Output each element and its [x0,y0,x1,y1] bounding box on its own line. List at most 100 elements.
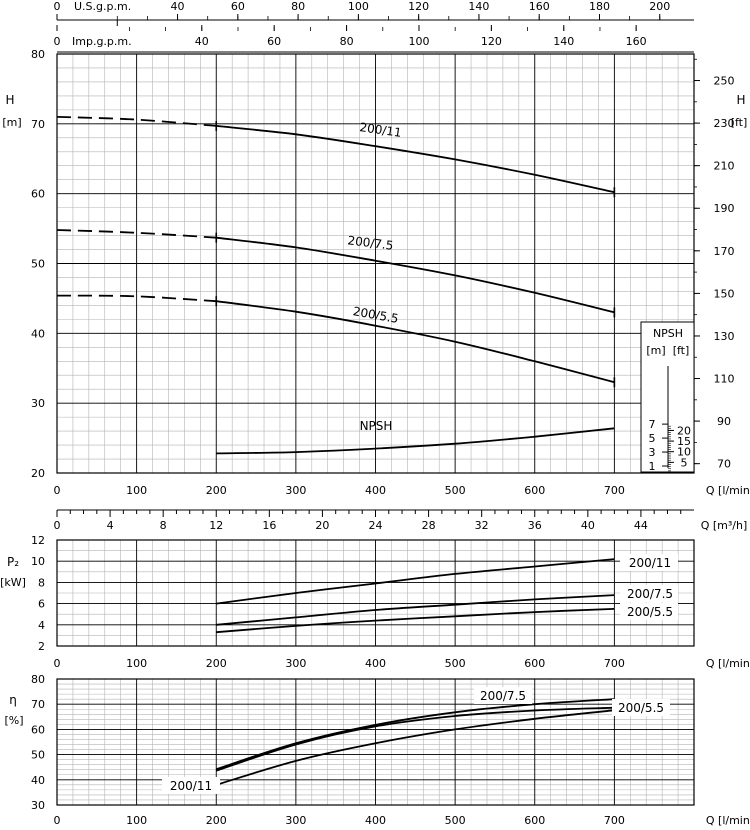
npsh-box-unit-ft: [ft] [673,344,690,357]
head-y2label-h: H [736,93,745,107]
flow-m3h-axis: 0 4 8 12 16 20 24 28 32 36 40 44 Q [m³/h] [54,509,748,532]
m3h-tick-label: 44 [634,519,648,532]
eff-label-bg [162,777,220,794]
m3h-tick-label: 0 [54,519,61,532]
eff-x-tick-label: 200 [206,814,227,827]
head-x-tick-label: 600 [524,484,545,497]
usgpm-tick-label: 0 [54,0,61,13]
head-series-label: 200/7.5 [347,233,394,253]
head-curve [216,300,615,384]
m3h-tick-label: 32 [475,519,489,532]
head-series-label: NPSH [360,419,393,433]
npsh-m-tick-label: 5 [649,432,656,445]
ft-tick-label: 250 [714,75,735,88]
eff-curve [216,698,615,771]
power-curve [216,558,615,605]
usgpm-tick-label: 180 [589,0,610,13]
eff-x-tick-label: 100 [126,814,147,827]
npsh-ft-tick-label: 20 [677,424,691,437]
eff-y-tick-label: 30 [31,799,45,812]
power-x-tick-label: 300 [285,657,306,670]
usgpm-tick-label: 120 [408,0,429,13]
npsh-m-tick-label: 3 [649,446,656,459]
usgpm-tick-label: 80 [291,0,305,13]
usgpm-tick-label: 100 [348,0,369,13]
power-label-bg [620,554,678,571]
eff-label-bg [612,699,670,716]
power-x-tick-label: 0 [54,657,61,670]
m3h-tick-label: 36 [528,519,542,532]
head-x-tick-label: 400 [365,484,386,497]
m3h-tick-label: 12 [209,519,223,532]
head-x-tick-label: 700 [604,484,625,497]
eff-series-label: 200/5.5 [618,701,664,715]
usgpm-label: U.S.g.p.m. [74,0,131,13]
eff-series-label: 200/7.5 [480,689,526,703]
eff-y-tick-label: 40 [31,774,45,787]
eff-x-tick-label: 600 [524,814,545,827]
head-y2label-unit: [ft] [731,116,748,129]
head-panel: 20 30 40 50 60 70 80 0 100 200 300 400 500 600 700 H [m]… [2,48,750,497]
head-y-tick-label: 20 [31,467,45,480]
m3h-tick-label: 4 [107,519,114,532]
eff-x-tick-label: 700 [604,814,625,827]
head-ylabel-h: H [5,93,14,107]
impgpm-tick-label: 100 [408,35,429,48]
head-y-tick-label: 70 [31,118,45,131]
npsh-box-title: NPSH [653,327,683,340]
usgpm-tick-label: 140 [468,0,489,13]
head-x-tick-label: 100 [126,484,147,497]
head-series-label: 200/11 [359,120,403,140]
m3h-tick-label: 40 [581,519,595,532]
head-y-tick-label: 30 [31,397,45,410]
usgpm-tick-label: 160 [529,0,550,13]
power-series-label: 200/7.5 [627,587,673,601]
npsh-ft-tick-label: 10 [677,446,691,459]
head-y-tick-label: 40 [31,327,45,340]
impgpm-tick-label: 120 [481,35,502,48]
head-frame [56,53,695,474]
usgpm-tick-label: 200 [649,0,670,13]
m3h-xlabel: Q [m³/h] [701,519,748,532]
eff-y-tick-label: 70 [31,698,45,711]
eff-y-tick-label: 50 [31,749,45,762]
power-ylabel-unit: [kW] [0,576,26,589]
impgpm-tick-label: 80 [340,35,354,48]
m3h-tick-label: 8 [160,519,167,532]
ft-tick-label: 70 [717,458,731,471]
eff-curve [216,709,615,786]
head-y-tick-label: 50 [31,258,45,271]
eff-series-label: 200/11 [170,779,212,793]
ft-tick-label: 230 [714,117,735,130]
impgpm-tick-label: 40 [195,35,209,48]
eff-x-tick-label: 500 [445,814,466,827]
ft-tick-label: 210 [714,160,735,173]
eff-ylabel-unit: [%] [4,714,23,727]
impgpm-tick-label: 0 [54,35,61,48]
head-x-tick-label: 300 [285,484,306,497]
power-y-tick-label: 6 [38,598,45,611]
usgpm-tick-label: 40 [171,0,185,13]
eff-y-tick-label: 60 [31,723,45,736]
power-x-tick-label: 600 [524,657,545,670]
m3h-tick-label: 24 [369,519,383,532]
power-y-tick-label: 2 [38,640,45,653]
power-y-tick-label: 4 [38,619,45,632]
npsh-m-tick-label: 7 [649,418,656,431]
head-curve [216,427,615,455]
usgpm-tick-label: 60 [231,0,245,13]
ft-tick-label: 130 [714,330,735,343]
head-y-tick-label: 80 [31,48,45,61]
npsh-m-tick-label: 1 [649,460,656,473]
eff-xlabel: Q [l/min] [706,814,750,827]
power-series-label: 200/11 [629,556,671,570]
power-panel: 2 4 6 8 10 12 0 100 200 300 400 500 600 700 Q [l/min] P… [0,534,750,670]
head-x-tick-label: 0 [54,484,61,497]
head-x-tick-label: 500 [445,484,466,497]
power-label-bg [620,603,678,620]
eff-label-bg [474,687,532,704]
npsh-ft-tick-label: 15 [677,435,691,448]
impgpm-label: Imp.g.p.m. [72,35,132,48]
